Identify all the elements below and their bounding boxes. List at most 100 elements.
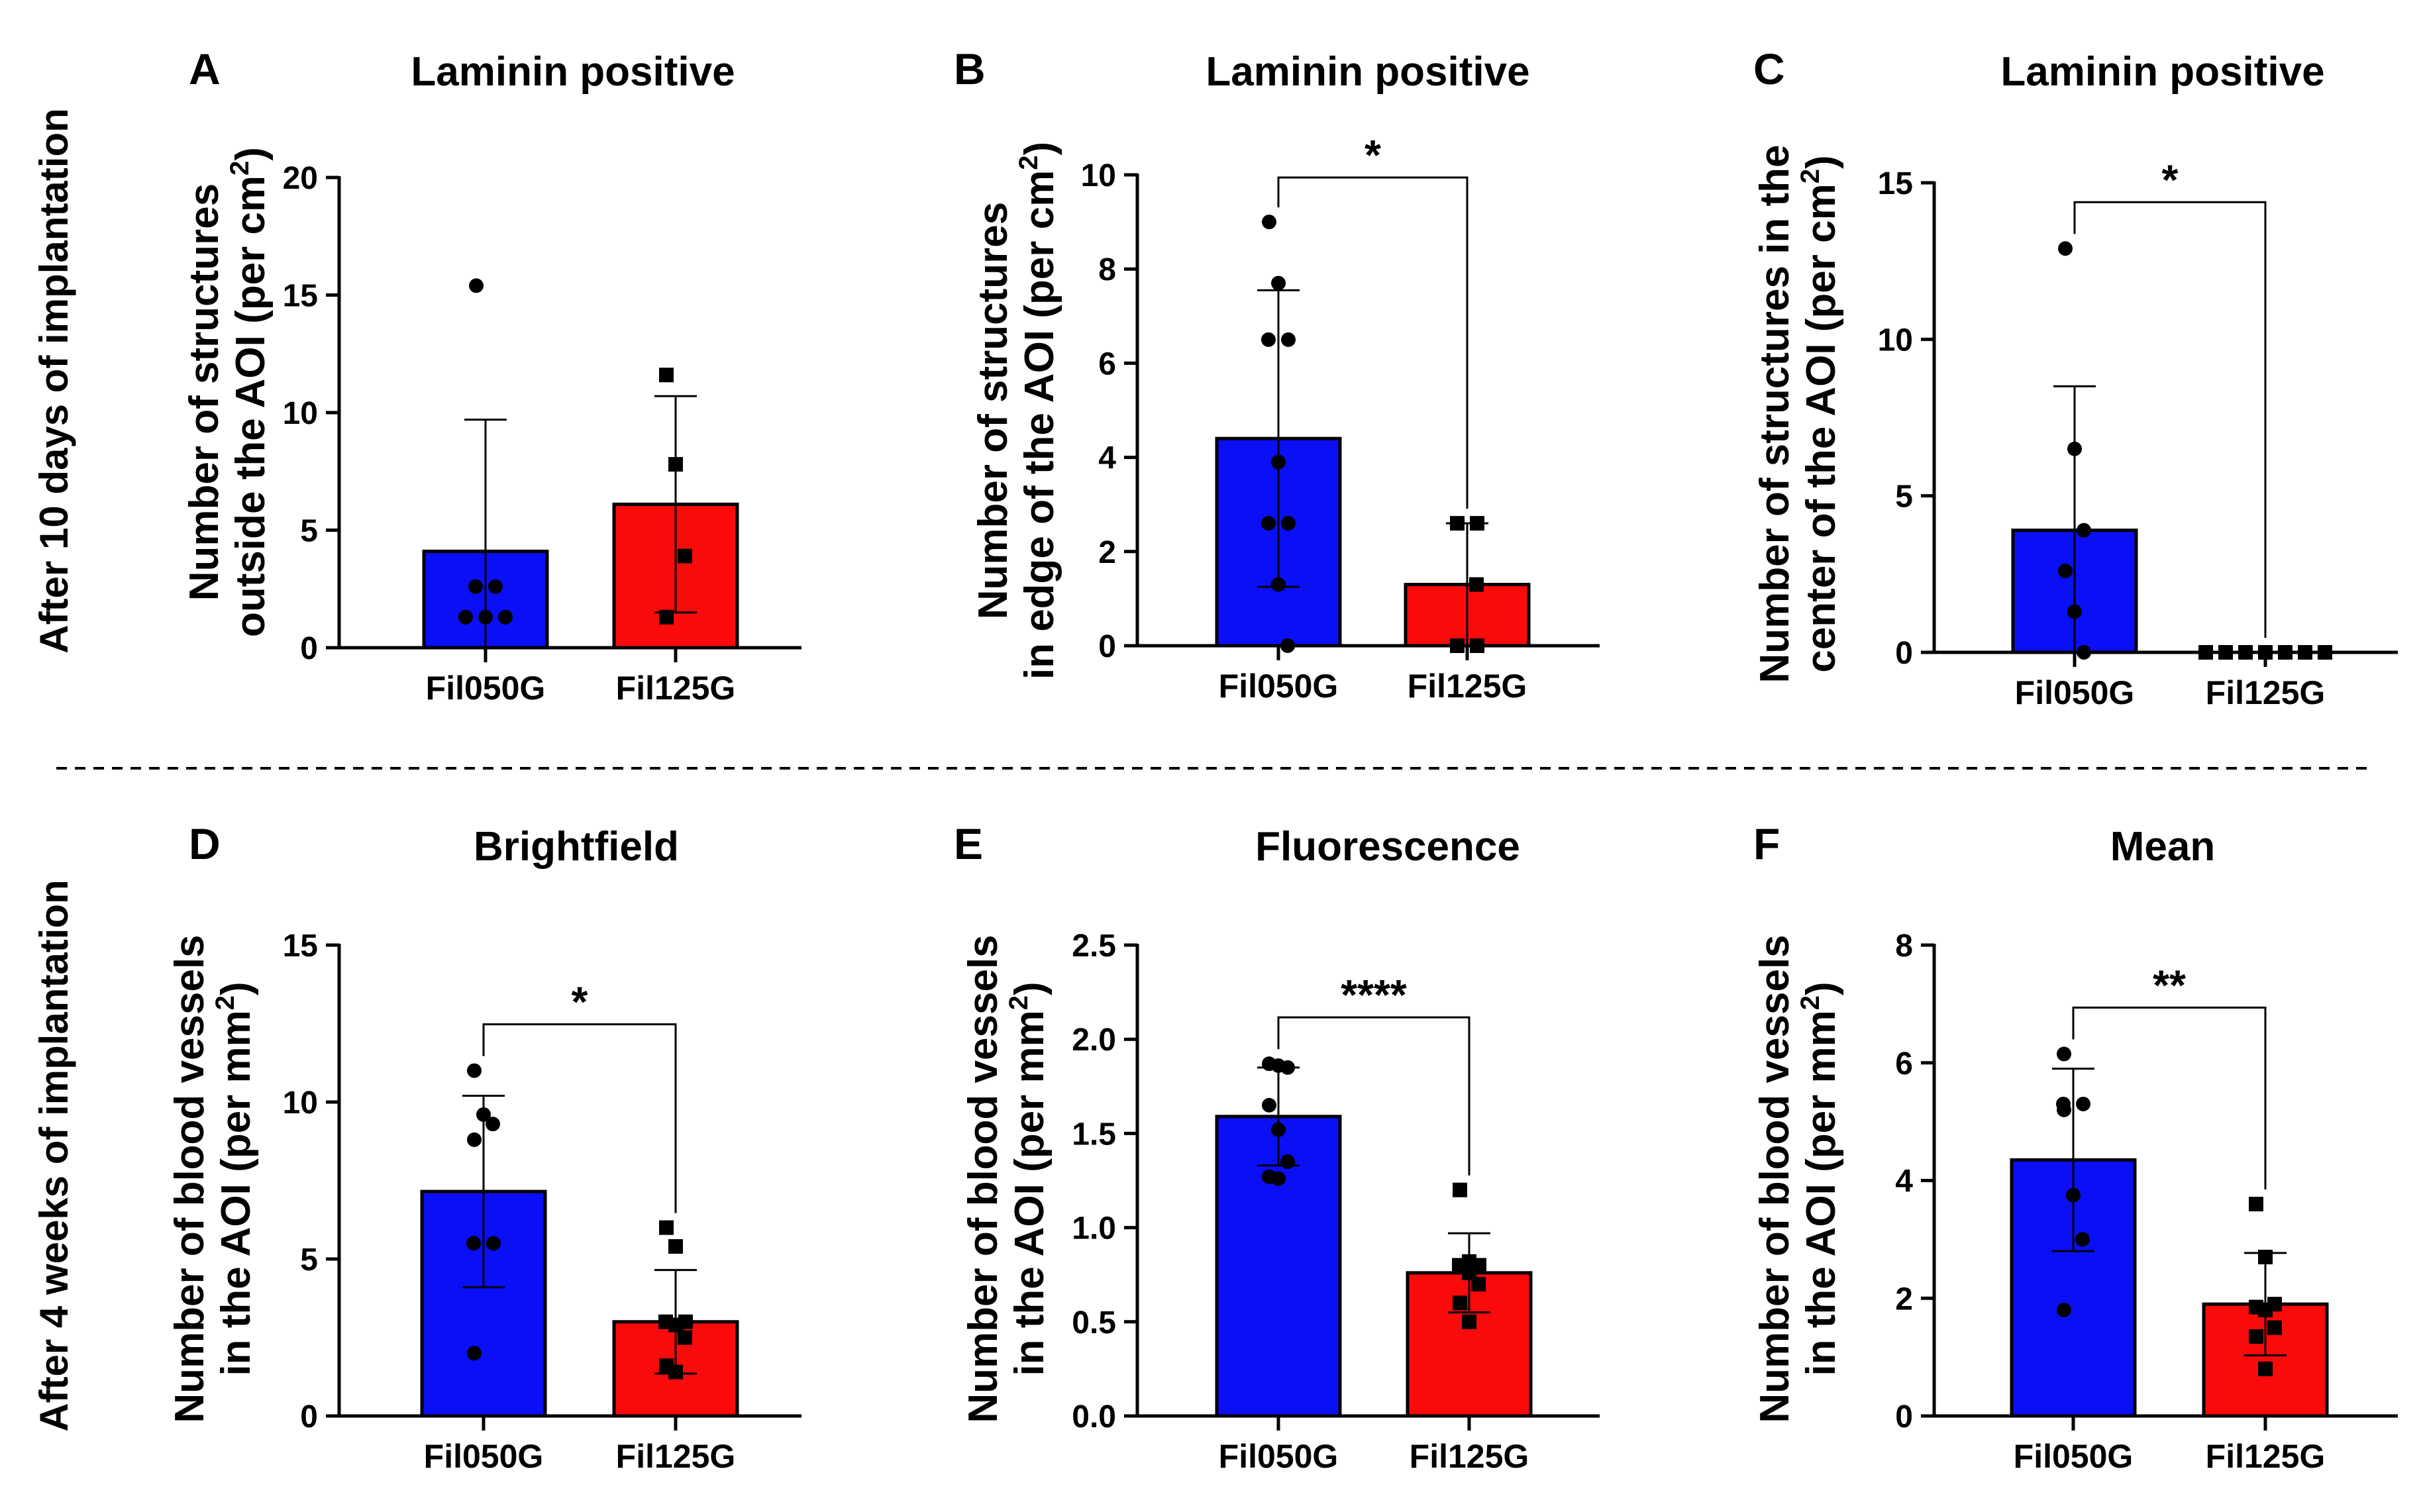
- y-label-superscript: 2: [1014, 156, 1043, 170]
- y-label-line2: in edge of the AOI (per cm: [1017, 170, 1062, 680]
- data-point-fil050g: [1262, 1097, 1276, 1113]
- y-label-line2: in the AOI (per mm: [1007, 1010, 1053, 1376]
- y-tick-label: 4: [1098, 441, 1116, 476]
- y-label-close: ): [1017, 142, 1062, 156]
- data-point-fil125g: [1462, 1314, 1476, 1329]
- y-tick-label: 10: [283, 396, 318, 431]
- data-point-fil050g: [2057, 1102, 2071, 1117]
- panel-c: C Laminin positive Number of structures in…: [1752, 44, 2398, 711]
- data-point-fil125g: [1453, 1295, 1467, 1311]
- data-point-fil050g: [1281, 332, 1296, 347]
- data-point-fil050g: [467, 1063, 482, 1078]
- y-tick-label: 5: [1895, 479, 1913, 515]
- panel-d: D Brightfield Number of blood vesselsin th…: [167, 819, 801, 1475]
- y-label-line1: Number of blood vessels: [167, 934, 213, 1423]
- y-tick-label: 10: [283, 1085, 318, 1121]
- y-axis-label: Number of blood vesselsin the AOI (per m…: [1752, 934, 1844, 1423]
- data-point-fil050g: [1281, 516, 1296, 531]
- y-tick-label: 0: [1895, 636, 1913, 671]
- data-point-fil050g: [1271, 276, 1286, 291]
- y-tick-label: 2: [1098, 535, 1116, 570]
- data-point-fil050g: [2058, 241, 2073, 256]
- data-point-fil050g: [2057, 1046, 2071, 1062]
- data-point-fil125g: [659, 368, 674, 383]
- data-point-fil050g: [2076, 1096, 2090, 1111]
- panel-f: F Mean Number of blood vesselsin the AOI (…: [1752, 819, 2398, 1475]
- data-point-fil050g: [478, 609, 493, 625]
- data-point-fil050g: [1280, 1154, 1295, 1170]
- data-point-fil125g: [2267, 1320, 2282, 1335]
- data-point-fil050g: [476, 1107, 491, 1122]
- y-label-line1: Number of structures: [970, 202, 1016, 619]
- y-tick-label: 10: [1878, 323, 1913, 358]
- data-point-fil125g: [1462, 1265, 1476, 1280]
- y-tick-label: 5: [300, 1242, 318, 1278]
- panel-a: A Laminin positive Number of structuresout…: [181, 44, 801, 707]
- y-label-line1: Number of structures in the: [1752, 145, 1798, 683]
- data-point-fil125g: [1450, 516, 1465, 531]
- significance-bracket: [2073, 201, 2267, 638]
- y-label-line1: Number of structures: [181, 183, 227, 601]
- y-label-close: ): [1798, 982, 1844, 995]
- y-tick-label: 0: [300, 1399, 318, 1435]
- x-tick-label: Fil050G: [2014, 1438, 2134, 1475]
- chart-title: Fluorescence: [1255, 824, 1520, 870]
- significance-marker: *: [572, 978, 588, 1026]
- data-point-fil050g: [466, 1236, 481, 1251]
- data-point-fil125g: [1453, 1182, 1467, 1197]
- y-tick-label: 2.5: [1072, 929, 1116, 964]
- y-tick-label: 4: [1895, 1164, 1913, 1199]
- y-tick-label: 0: [300, 631, 318, 666]
- data-point-fil050g: [1261, 332, 1276, 347]
- y-tick-label: 8: [1098, 252, 1116, 287]
- y-tick-label: 15: [283, 929, 318, 964]
- data-point-fil125g: [659, 1220, 674, 1235]
- y-tick-label: 0.5: [1072, 1305, 1116, 1340]
- data-point-fil050g: [458, 609, 473, 625]
- data-point-fil050g: [2075, 1232, 2090, 1247]
- y-tick-label: 0: [1895, 1399, 1913, 1435]
- y-label-superscript: 2: [1796, 169, 1825, 183]
- data-point-fil050g: [488, 579, 503, 594]
- x-tick-label: Fil050G: [1219, 668, 1339, 705]
- y-tick-label: 10: [1081, 158, 1116, 193]
- data-point-fil050g: [1271, 454, 1286, 470]
- data-point-fil050g: [1261, 516, 1276, 531]
- chart-title: Laminin positive: [1206, 49, 1529, 95]
- y-tick-label: 20: [283, 161, 318, 196]
- y-label-line1: Number of blood vessels: [960, 934, 1006, 1423]
- data-point-fil050g: [467, 1132, 482, 1147]
- data-point-fil050g: [498, 609, 513, 625]
- data-point-fil050g: [1280, 1060, 1295, 1075]
- x-tick-label: Fil050G: [1219, 1438, 1339, 1475]
- panel-b: B Laminin positive Number of structuresin …: [954, 44, 1600, 705]
- data-point-fil050g: [1271, 1122, 1286, 1137]
- data-point-fil125g: [2258, 1250, 2273, 1265]
- data-point-fil050g: [467, 1346, 482, 1361]
- data-point-fil125g: [668, 1317, 683, 1333]
- y-tick-label: 15: [1878, 166, 1913, 201]
- y-label-superscript: 2: [1796, 995, 1825, 1010]
- x-tick-label: Fil125G: [1410, 1438, 1529, 1475]
- y-label-close: ): [213, 982, 259, 995]
- y-label-line2: in the AOI (per mm: [213, 1010, 259, 1376]
- x-tick-label: Fil125G: [1408, 668, 1527, 705]
- data-point-fil050g: [1262, 215, 1276, 230]
- data-point-fil125g: [668, 457, 683, 472]
- y-tick-label: 6: [1098, 346, 1116, 381]
- data-point-fil050g: [486, 1117, 500, 1132]
- data-point-fil125g: [1470, 516, 1484, 531]
- chart-title: Mean: [2110, 824, 2215, 870]
- panel-letter: D: [189, 819, 221, 868]
- significance-bracket: [482, 1023, 677, 1213]
- data-point-fil125g: [668, 1364, 683, 1380]
- row-label-10-days: After 10 days of implantation: [32, 108, 76, 653]
- panel-letter: F: [1753, 819, 1780, 868]
- y-axis-label: Number of structuresin edge of the AOI (…: [970, 142, 1062, 680]
- data-point-fil125g: [659, 609, 674, 625]
- y-tick-label: 8: [1895, 929, 1913, 964]
- chart-title: Brightfield: [474, 824, 679, 870]
- significance-marker: **: [2153, 961, 2186, 1009]
- data-point-fil050g: [2067, 604, 2082, 619]
